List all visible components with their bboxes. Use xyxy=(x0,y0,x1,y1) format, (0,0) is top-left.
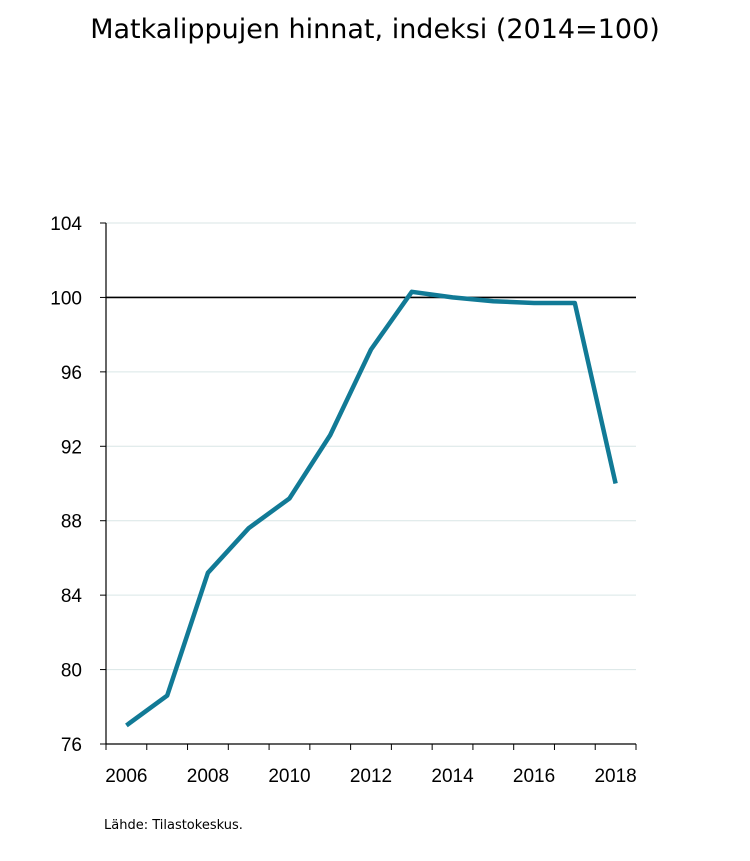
x-tick-label-2008: 2008 xyxy=(187,766,229,787)
y-tick-label-96: 96 xyxy=(61,363,82,384)
gridlines xyxy=(106,222,636,671)
x-tick-label-2010: 2010 xyxy=(268,766,310,787)
y-tick-label-76: 76 xyxy=(61,735,82,756)
source-note: Lähde: Tilastokeskus. xyxy=(104,818,243,833)
x-tick-label-2016: 2016 xyxy=(513,766,555,787)
y-tick-label-84: 84 xyxy=(61,586,83,607)
y-tick-label-80: 80 xyxy=(61,661,82,682)
x-tick-label-2006: 2006 xyxy=(105,766,147,787)
series-line-0 xyxy=(125,289,618,728)
series-layer xyxy=(125,289,618,728)
y-tick-label-104: 104 xyxy=(50,214,82,235)
x-tick-label-2018: 2018 xyxy=(594,766,636,787)
y-tick-label-88: 88 xyxy=(61,512,82,533)
axes xyxy=(100,222,637,750)
x-tick-label-2014: 2014 xyxy=(431,766,474,787)
y-tick-label-92: 92 xyxy=(61,437,82,458)
chart-title: Matkalippujen hinnat, indeksi (2014=100) xyxy=(90,14,660,45)
x-tick-label-2012: 2012 xyxy=(350,766,392,787)
y-tick-label-100: 100 xyxy=(50,288,82,309)
tick-labels: 76 80 84 88 92 96 100 104 2006 2008 2010 2012 2014 20… xyxy=(50,214,636,787)
